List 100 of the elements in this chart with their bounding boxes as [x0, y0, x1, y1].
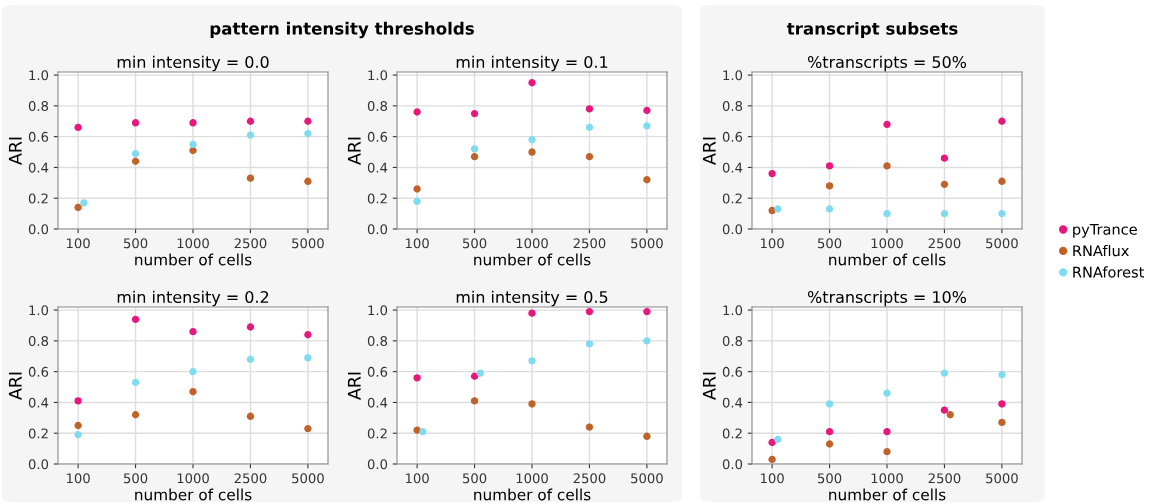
point	[304, 424, 312, 433]
point	[74, 397, 82, 405]
y-tick-label: 0.4	[722, 162, 743, 173]
x-tick-label: 1000	[871, 473, 903, 484]
x-tick-label: 100	[405, 238, 429, 249]
point	[304, 177, 312, 185]
x-tick-label: 100	[66, 473, 90, 484]
point	[74, 431, 82, 439]
y-tick-label: 0.6	[722, 366, 743, 377]
x-tick-label: 5000	[986, 238, 1018, 249]
point	[998, 209, 1006, 218]
point	[768, 169, 776, 178]
x-axis-title: number of cells	[135, 253, 252, 266]
point	[470, 109, 479, 118]
y-tick-label: 0.2	[28, 428, 48, 439]
point	[528, 136, 536, 144]
point	[643, 176, 651, 184]
x-tick-label: 5000	[631, 238, 663, 249]
point	[585, 123, 594, 132]
x-tick-label: 100	[760, 238, 784, 249]
point	[643, 106, 651, 115]
point	[246, 412, 255, 420]
point	[528, 400, 536, 408]
point	[768, 438, 776, 447]
y-tick-label: 0.4	[28, 397, 49, 408]
point	[131, 119, 140, 127]
legend-label: RNAflux	[1073, 244, 1129, 257]
x-tick-label: 5000	[986, 473, 1018, 484]
point	[825, 205, 834, 213]
text: pattern intensity thresholds	[210, 21, 474, 39]
y-axis-title: ARI	[702, 372, 716, 400]
point	[74, 203, 82, 212]
point	[528, 79, 536, 87]
y-tick-label: 0.2	[722, 193, 742, 204]
point	[189, 119, 197, 127]
point	[825, 428, 834, 436]
x-tick-label: 2500	[928, 473, 961, 484]
x-axis-title: number of cells	[474, 253, 591, 266]
x-tick-label: 500	[123, 238, 148, 249]
point	[131, 157, 140, 165]
x-axis-title: number of cells	[829, 253, 946, 266]
point	[883, 120, 891, 129]
x-tick-label: 100	[405, 473, 429, 484]
x-tick-label: 500	[462, 238, 487, 249]
y-tick-label: 0.6	[28, 366, 49, 377]
point	[74, 123, 82, 132]
point	[189, 387, 197, 396]
x-axis-title: number of cells	[135, 488, 252, 501]
point	[940, 209, 949, 218]
y-axis-title: ARI	[702, 137, 716, 165]
x-tick-label: 2500	[234, 238, 267, 249]
chart-title: min intensity = 0.1	[456, 55, 608, 72]
y-tick-label: 0.8	[28, 336, 49, 347]
point	[528, 309, 536, 317]
y-tick-label: 1.0	[29, 70, 49, 81]
point	[825, 162, 834, 170]
point	[643, 307, 651, 316]
point	[246, 174, 255, 182]
y-tick-label: 0.2	[722, 428, 742, 439]
point	[883, 448, 891, 456]
point	[643, 432, 651, 440]
point	[189, 140, 197, 149]
y-tick-label: 0.8	[367, 336, 388, 347]
y-tick-label: 0.6	[367, 366, 388, 377]
y-tick-label: 1.0	[368, 305, 388, 316]
point	[246, 117, 255, 125]
y-tick-label: 0.4	[367, 162, 388, 173]
y-axis-title: ARI	[8, 372, 22, 400]
y-tick-label: 0.0	[367, 459, 388, 470]
x-tick-label: 2500	[928, 238, 961, 249]
point	[304, 331, 312, 339]
point	[998, 371, 1006, 379]
point	[246, 323, 255, 331]
y-tick-label: 0.8	[722, 336, 743, 347]
x-tick-label: 2500	[573, 238, 606, 249]
point	[304, 117, 312, 125]
point	[246, 355, 255, 364]
point	[189, 327, 197, 336]
x-tick-label: 1000	[516, 473, 548, 484]
x-axis-title: number of cells	[829, 488, 946, 501]
point	[998, 400, 1006, 408]
y-tick-label: 0.6	[28, 131, 49, 142]
y-tick-label: 1.0	[723, 305, 743, 316]
point	[998, 418, 1006, 427]
point	[585, 423, 594, 431]
point	[998, 177, 1006, 185]
x-tick-label: 5000	[292, 238, 324, 249]
x-tick-label: 5000	[292, 473, 324, 484]
point	[470, 397, 479, 405]
y-tick-label: 0.2	[367, 193, 387, 204]
x-tick-label: 500	[462, 473, 487, 484]
y-axis-title: ARI	[8, 137, 22, 165]
y-tick-label: 0.4	[28, 162, 49, 173]
point	[246, 131, 255, 139]
y-axis-title: ARI	[347, 137, 361, 165]
point	[643, 337, 651, 345]
y-tick-label: 0.0	[722, 459, 743, 470]
y-tick-label: 0.4	[722, 397, 743, 408]
legend-label: RNAforest	[1073, 266, 1145, 278]
y-tick-label: 1.0	[29, 305, 49, 316]
